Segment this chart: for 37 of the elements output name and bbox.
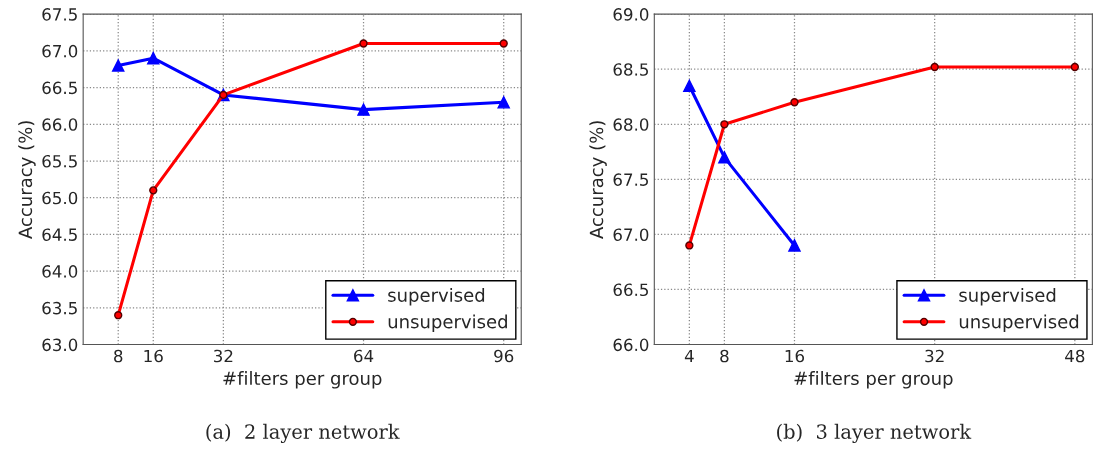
y-axis-title: Accuracy (%) — [18, 121, 36, 239]
y-tick-label: 68.0 — [613, 118, 649, 131]
x-tick-label: 8 — [114, 349, 123, 363]
text: (a) 2 layer network — [206, 423, 400, 443]
y-tick-label: 69.0 — [613, 8, 649, 21]
y-axis-title: Accuracy (%) — [589, 121, 607, 239]
x-axis-title: #filters per group — [223, 371, 382, 389]
y-tick-label: 63.0 — [42, 338, 78, 352]
y-tick-label: 66.0 — [613, 338, 649, 352]
y-tick-label: 68.5 — [613, 63, 648, 76]
y-tick-label: 67.5 — [613, 173, 648, 186]
y-tick-label: 67.5 — [42, 8, 77, 21]
y-tick-label: 65.0 — [42, 191, 78, 205]
y-tick-label: 64.0 — [42, 265, 78, 278]
legend-label: unsupervised — [959, 314, 1079, 332]
x-axis-title: #filters per group — [794, 371, 953, 389]
x-tick-label: 48 — [1065, 349, 1085, 363]
x-tick-label: 32 — [214, 349, 233, 363]
y-tick-label: 64.5 — [42, 228, 77, 241]
y-tick-label: 63.5 — [42, 301, 77, 315]
x-tick-label: 16 — [144, 349, 163, 363]
y-tick-label: 67.0 — [42, 44, 78, 58]
legend-label: supervised — [388, 287, 485, 306]
y-tick-label: 66.0 — [42, 118, 78, 131]
x-tick-label: 32 — [925, 349, 944, 363]
legend-label: unsupervised — [388, 314, 507, 332]
y-tick-label: 66.5 — [42, 81, 77, 95]
text: (b) 3 layer network — [777, 423, 972, 443]
legend-label: supervised — [959, 287, 1056, 306]
y-tick-label: 65.5 — [42, 154, 77, 168]
x-tick-label: 16 — [785, 349, 805, 363]
x-tick-label: 96 — [494, 349, 514, 363]
y-tick-label: 67.0 — [613, 228, 649, 241]
y-tick-label: 66.5 — [613, 283, 648, 297]
x-tick-label: 64 — [354, 349, 374, 363]
x-tick-label: 8 — [720, 349, 729, 363]
x-tick-label: 4 — [684, 349, 694, 363]
